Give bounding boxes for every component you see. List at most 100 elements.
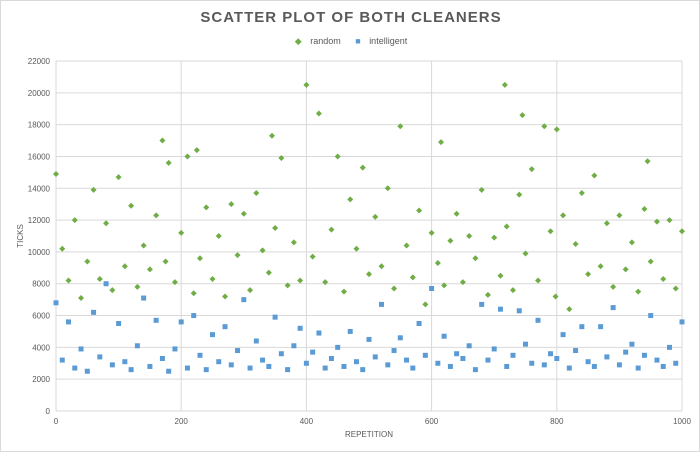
point-random bbox=[140, 242, 147, 249]
x-tick-label: 600 bbox=[425, 417, 439, 426]
point-random bbox=[378, 263, 385, 270]
point-random bbox=[228, 201, 235, 208]
point-intelligent bbox=[679, 319, 685, 325]
point-random bbox=[59, 245, 66, 252]
point-random bbox=[234, 252, 241, 259]
point-random bbox=[128, 202, 135, 209]
point-intelligent bbox=[485, 357, 491, 363]
point-random bbox=[453, 210, 460, 217]
chart-title: SCATTER PLOT OF BOTH CLEANERS bbox=[200, 9, 502, 26]
point-random bbox=[268, 132, 275, 139]
point-intelligent bbox=[197, 352, 203, 358]
point-intelligent bbox=[541, 362, 547, 368]
point-intelligent bbox=[366, 336, 372, 342]
point-random bbox=[591, 172, 598, 179]
point-random bbox=[178, 229, 185, 236]
point-intelligent bbox=[166, 368, 172, 374]
point-intelligent bbox=[141, 295, 147, 301]
point-random bbox=[190, 290, 197, 297]
point-intelligent bbox=[84, 368, 90, 374]
point-random bbox=[447, 237, 454, 244]
point-random bbox=[553, 126, 560, 133]
point-intelligent bbox=[341, 363, 347, 369]
y-tick-label: 4000 bbox=[32, 343, 50, 352]
point-intelligent bbox=[660, 363, 666, 369]
point-random bbox=[644, 158, 651, 165]
point-random bbox=[434, 260, 441, 267]
point-intelligent bbox=[604, 354, 610, 360]
point-intelligent bbox=[391, 348, 397, 354]
point-intelligent bbox=[53, 300, 59, 306]
legend-item-intelligent: ■ intelligent bbox=[352, 36, 410, 46]
x-tick-label: 400 bbox=[300, 417, 314, 426]
point-intelligent bbox=[510, 352, 516, 358]
point-intelligent bbox=[410, 365, 416, 371]
point-intelligent bbox=[629, 341, 635, 347]
point-random bbox=[503, 223, 510, 230]
y-tick-label: 18000 bbox=[28, 121, 51, 130]
point-random bbox=[459, 279, 466, 286]
point-intelligent bbox=[479, 301, 485, 307]
point-random bbox=[171, 279, 178, 286]
point-intelligent bbox=[548, 351, 554, 357]
point-random bbox=[297, 277, 304, 284]
point-random bbox=[491, 234, 498, 241]
x-tick-label: 1000 bbox=[673, 417, 691, 426]
point-random bbox=[428, 229, 435, 236]
point-intelligent bbox=[103, 281, 109, 287]
point-random bbox=[501, 81, 508, 88]
point-random bbox=[90, 186, 97, 193]
point-random bbox=[497, 272, 504, 279]
point-intelligent bbox=[278, 351, 284, 357]
point-intelligent bbox=[335, 344, 341, 350]
point-random bbox=[560, 212, 567, 219]
y-tick-label: 8000 bbox=[32, 280, 50, 289]
y-tick-label: 10000 bbox=[28, 248, 51, 257]
point-intelligent bbox=[460, 356, 466, 361]
point-intelligent bbox=[504, 363, 510, 369]
point-intelligent bbox=[385, 362, 391, 368]
point-intelligent bbox=[272, 314, 278, 320]
point-intelligent bbox=[297, 325, 303, 331]
point-random bbox=[253, 190, 260, 197]
legend-label: random bbox=[310, 36, 341, 46]
point-intelligent bbox=[379, 301, 385, 307]
x-tick-label: 800 bbox=[550, 417, 564, 426]
point-intelligent bbox=[422, 352, 428, 358]
legend-item-random: ◆ random bbox=[292, 36, 344, 46]
point-intelligent bbox=[598, 324, 604, 330]
x-tick-label: 0 bbox=[54, 417, 59, 426]
point-random bbox=[416, 207, 423, 214]
point-random bbox=[597, 263, 604, 270]
point-intelligent bbox=[78, 346, 84, 352]
point-random bbox=[484, 291, 491, 298]
point-random bbox=[265, 269, 272, 276]
point-random bbox=[610, 283, 617, 290]
point-random bbox=[196, 255, 203, 262]
point-random bbox=[437, 139, 444, 146]
point-random bbox=[109, 287, 116, 294]
point-random bbox=[240, 210, 247, 217]
point-random bbox=[134, 283, 141, 290]
point-random bbox=[391, 285, 398, 292]
point-intelligent bbox=[172, 346, 178, 352]
point-intelligent bbox=[228, 362, 234, 368]
x-tick-label: 200 bbox=[175, 417, 189, 426]
point-intelligent bbox=[310, 349, 316, 355]
point-random bbox=[278, 155, 285, 162]
point-intelligent bbox=[372, 354, 378, 360]
point-intelligent bbox=[128, 367, 134, 373]
point-random bbox=[578, 190, 585, 197]
point-intelligent bbox=[203, 367, 209, 373]
point-random bbox=[322, 279, 329, 286]
point-random bbox=[309, 253, 316, 260]
point-intelligent bbox=[184, 365, 190, 371]
point-intelligent bbox=[591, 363, 597, 369]
point-random bbox=[153, 212, 160, 219]
point-intelligent bbox=[404, 357, 410, 363]
point-intelligent bbox=[573, 348, 579, 354]
x-axis-label: REPETITION bbox=[345, 430, 393, 439]
point-random bbox=[115, 174, 122, 181]
point-intelligent bbox=[253, 338, 259, 344]
